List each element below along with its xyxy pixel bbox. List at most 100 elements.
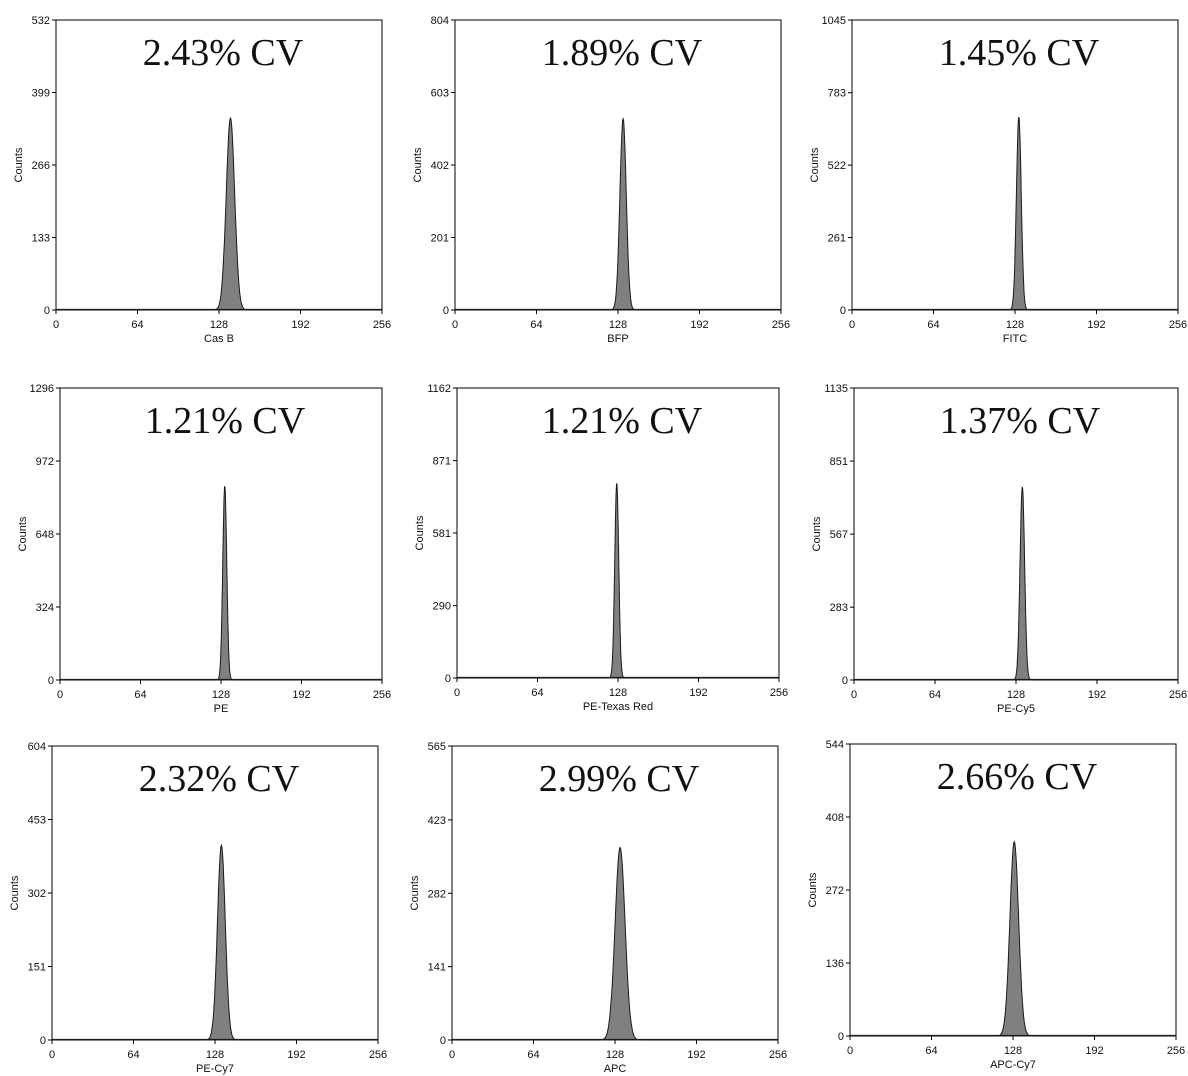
- x-tick-label: 192: [1087, 319, 1105, 331]
- y-axis-label: Counts: [13, 147, 25, 182]
- histogram-panel-pe-cy7: 0 64 128 192 256 0 151 302 453 604 PE-Cy7 Counts 2.3…: [9, 741, 387, 1075]
- y-tick-label: 532: [32, 15, 50, 27]
- y-tick-label: 151: [28, 962, 46, 974]
- y-axis-label: Counts: [409, 875, 421, 910]
- x-tick-label: 0: [452, 319, 458, 331]
- y-tick-label: 603: [431, 88, 449, 100]
- x-tick-label: 256: [1169, 689, 1187, 701]
- cv-annotation: 1.21% CV: [145, 400, 306, 442]
- y-tick-label: 1296: [30, 383, 54, 395]
- y-tick-label: 604: [28, 741, 46, 753]
- x-axis-label: PE: [214, 703, 229, 715]
- x-tick-label: 256: [772, 319, 790, 331]
- histogram-peak: [216, 486, 234, 681]
- histogram-peak: [995, 840, 1033, 1037]
- histogram-peak: [204, 843, 238, 1041]
- histogram-panel-apc-cy7: 0 64 128 192 256 0 136 272 408 544 APC-Cy7 Counts 2.…: [807, 739, 1185, 1071]
- y-axis-label: Counts: [9, 875, 21, 910]
- cv-annotation: 2.43% CV: [143, 32, 304, 74]
- y-tick-label: 0: [842, 675, 848, 687]
- x-tick-label: 128: [206, 1049, 224, 1061]
- x-tick-label: 128: [609, 319, 627, 331]
- x-axis-label: PE-Texas Red: [583, 701, 653, 713]
- x-axis-label: FITC: [1003, 333, 1027, 345]
- y-tick-label: 0: [840, 305, 846, 317]
- x-tick-label: 192: [689, 687, 707, 699]
- x-tick-label: 64: [929, 689, 941, 701]
- y-tick-label: 972: [36, 456, 54, 468]
- x-tick-label: 192: [687, 1049, 705, 1061]
- plot-frame: [55, 19, 383, 311]
- x-tick-label: 0: [851, 689, 857, 701]
- histogram-peak: [609, 116, 637, 311]
- x-tick-label: 256: [769, 1049, 787, 1061]
- x-tick-label: 0: [849, 319, 855, 331]
- y-tick-label: 871: [433, 456, 451, 468]
- y-tick-label: 581: [433, 528, 451, 540]
- histogram-panel-apc: 0 64 128 192 256 0 141 282 423 565 APC Counts 2.99% …: [409, 741, 787, 1075]
- x-tick-label: 128: [1004, 1045, 1022, 1057]
- histogram-panel-pe: 0 64 128 192 256 0 324 648 972 1296 PE Counts 1.21% …: [17, 383, 391, 715]
- x-tick-label: 64: [530, 319, 542, 331]
- x-tick-label: 128: [1006, 319, 1024, 331]
- y-axis-label: Counts: [811, 516, 823, 551]
- y-tick-label: 648: [36, 529, 54, 541]
- y-tick-label: 399: [32, 88, 50, 100]
- plot-frame: [853, 387, 1179, 681]
- y-tick-label: 1045: [822, 15, 846, 27]
- cv-annotation: 2.66% CV: [937, 756, 1098, 798]
- cv-annotation: 2.99% CV: [539, 758, 700, 800]
- cv-annotation: 1.37% CV: [940, 400, 1101, 442]
- y-tick-label: 261: [828, 233, 846, 245]
- y-tick-label: 1135: [824, 383, 848, 395]
- x-tick-label: 256: [373, 319, 391, 331]
- x-axis-label: BFP: [607, 333, 628, 345]
- y-tick-label: 283: [830, 602, 848, 614]
- x-tick-label: 256: [1167, 1045, 1185, 1057]
- cv-annotation: 1.89% CV: [542, 32, 703, 74]
- x-axis-label: PE-Cy5: [997, 703, 1035, 715]
- y-axis-label: Counts: [809, 147, 821, 182]
- y-tick-label: 567: [830, 529, 848, 541]
- histogram-panel-cas-b: 0 64 128 192 256 0 133 266 399 532 Cas B Counts 2.43…: [13, 15, 391, 345]
- x-tick-label: 128: [609, 687, 627, 699]
- x-tick-label: 64: [925, 1045, 937, 1057]
- x-tick-label: 192: [292, 689, 310, 701]
- x-tick-label: 64: [127, 1049, 139, 1061]
- x-tick-label: 0: [847, 1045, 853, 1057]
- x-tick-label: 0: [57, 689, 63, 701]
- y-tick-label: 0: [48, 675, 54, 687]
- x-tick-label: 128: [212, 689, 230, 701]
- cv-annotation: 2.32% CV: [139, 758, 300, 800]
- x-tick-label: 128: [1007, 689, 1025, 701]
- y-tick-label: 282: [428, 888, 446, 900]
- x-tick-label: 256: [373, 689, 391, 701]
- y-tick-label: 0: [440, 1035, 446, 1047]
- y-tick-label: 851: [830, 456, 848, 468]
- histogram-peak: [1012, 486, 1032, 681]
- y-tick-label: 522: [828, 160, 846, 172]
- histogram-panel-fitc: 0 64 128 192 256 0 261 522 783 1045 FITC Counts 1.45…: [809, 15, 1187, 345]
- histogram-peak: [212, 116, 249, 311]
- histogram-peak: [608, 483, 626, 679]
- y-axis-label: Counts: [807, 872, 819, 907]
- y-tick-label: 453: [28, 815, 46, 827]
- x-axis-label: Cas B: [204, 333, 234, 345]
- x-tick-label: 192: [287, 1049, 305, 1061]
- x-tick-label: 64: [527, 1049, 539, 1061]
- histogram-peak: [1008, 116, 1029, 311]
- y-tick-label: 272: [826, 885, 844, 897]
- y-tick-label: 290: [433, 601, 451, 613]
- y-axis-label: Counts: [17, 516, 29, 551]
- x-tick-label: 0: [454, 687, 460, 699]
- y-tick-label: 133: [32, 233, 50, 245]
- x-tick-label: 192: [1085, 1045, 1103, 1057]
- x-axis-label: APC: [604, 1063, 627, 1075]
- cv-annotation: 1.21% CV: [542, 400, 703, 442]
- y-axis-label: Counts: [412, 147, 424, 182]
- y-tick-label: 201: [431, 233, 449, 245]
- x-axis-label: PE-Cy7: [196, 1063, 234, 1075]
- y-tick-label: 804: [431, 15, 449, 27]
- cv-annotation: 1.45% CV: [939, 32, 1100, 74]
